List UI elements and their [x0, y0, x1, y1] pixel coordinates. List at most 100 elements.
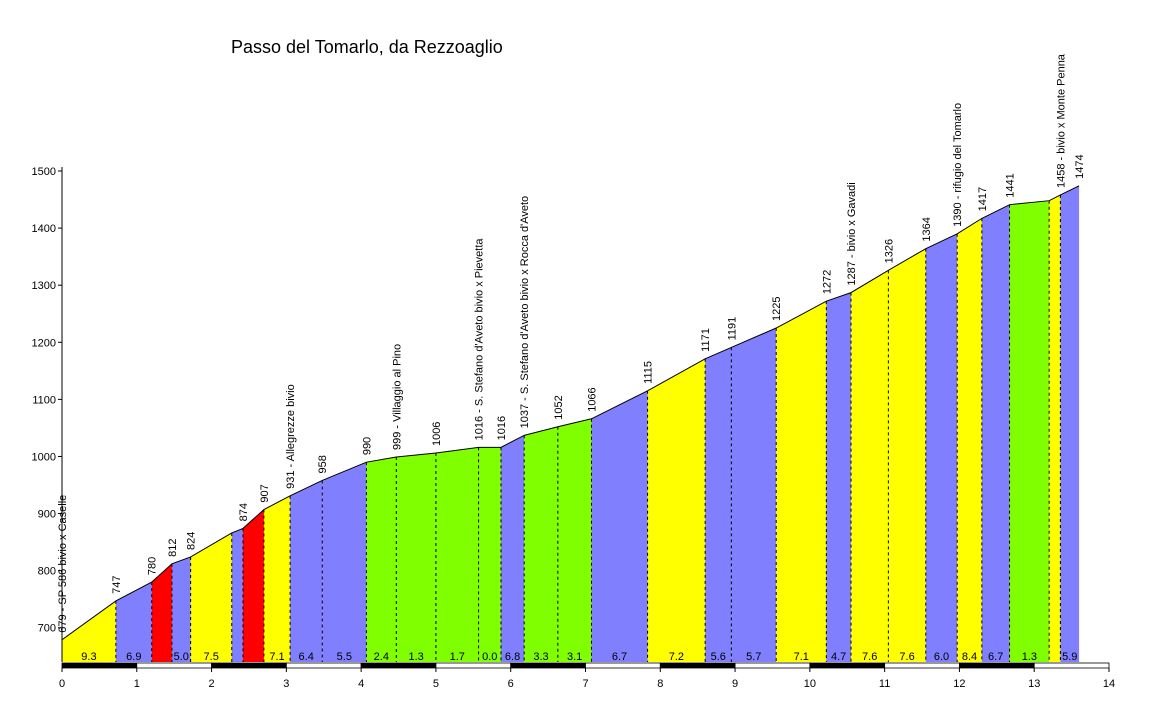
profile-segment	[826, 292, 851, 662]
y-tick-label: 900	[38, 509, 56, 521]
grade-label: 5.6	[711, 651, 726, 663]
x-tick-label: 12	[953, 678, 965, 690]
grade-label: 1.3	[408, 651, 423, 663]
profile-segment	[190, 532, 232, 662]
elevation-label: 1441	[1005, 173, 1017, 197]
profile-line	[61, 185, 1080, 641]
distance-bar-km	[809, 662, 886, 669]
grade-label: 7.1	[794, 651, 809, 663]
elevation-label: 931 - Allegrezze bivio	[285, 384, 297, 489]
distance-bar-km	[360, 662, 437, 669]
elevation-label: 1225	[771, 297, 783, 321]
grade-label: 6.4	[299, 651, 314, 663]
elevation-label: 1474	[1074, 154, 1086, 178]
grade-label: 3.3	[533, 651, 548, 663]
profile-segment	[231, 528, 243, 662]
x-tick-label: 4	[358, 678, 364, 690]
profile-segment	[396, 453, 436, 662]
grade-label: 6.7	[612, 651, 627, 663]
elevation-label: 1016 - S. Stefano d'Aveto bivio x Pievet…	[474, 238, 486, 441]
profile-segment	[151, 563, 172, 662]
y-tick-label: 1000	[32, 451, 56, 463]
distance-bar-km	[136, 662, 212, 669]
elevation-label: 1052	[553, 395, 565, 419]
distance-bar-km	[211, 662, 287, 669]
distance-bar-km	[510, 662, 586, 669]
y-tick-label: 700	[38, 623, 56, 635]
profile-segment	[366, 457, 397, 662]
distance-bar-km	[1033, 662, 1110, 669]
profile-segment	[850, 270, 889, 662]
elevation-label: 679 - SP 586 bivio x Caselle	[57, 495, 69, 633]
grade-label: 2.4	[374, 651, 389, 663]
elevation-label: 1287 - bivio x Gavadi	[846, 182, 858, 285]
distance-bar-km	[285, 662, 362, 669]
profile-segment	[647, 358, 706, 662]
y-tick-label: 1100	[32, 394, 56, 406]
y-tick-label: 800	[38, 566, 56, 578]
elevation-label: 1364	[921, 217, 933, 241]
elevation-label: 1115	[643, 361, 655, 384]
grade-label: 1.3	[1022, 651, 1037, 663]
elevation-label: 812	[167, 538, 179, 556]
profile-segment	[322, 462, 367, 662]
grade-label: 1.7	[450, 651, 465, 663]
x-tick-label: 13	[1028, 678, 1040, 690]
profile-segment	[731, 328, 777, 662]
x-tick-label: 1	[134, 678, 140, 690]
elevation-label: 999 - Villaggio al Pino	[391, 344, 403, 450]
x-tick-label: 8	[657, 678, 663, 690]
profile-segment	[776, 301, 827, 662]
distance-bar-km	[61, 662, 138, 669]
profile-segment	[242, 509, 264, 662]
grade-label: 5.9	[1062, 651, 1077, 663]
x-tick-label: 7	[582, 678, 588, 690]
profile-segment	[171, 556, 191, 662]
grade-label: 3.1	[567, 651, 582, 663]
elevation-label: 1272	[821, 270, 833, 294]
grade-label: 4.7	[831, 651, 846, 663]
x-tick-label: 11	[879, 678, 890, 690]
x-tick-label: 10	[804, 678, 816, 690]
profile-segment	[1060, 185, 1080, 663]
elevation-label: 907	[259, 484, 271, 502]
elevation-label: 958	[317, 455, 329, 473]
profile-segment	[115, 582, 152, 662]
grade-label: 6.0	[934, 651, 949, 663]
y-tick-label: 1500	[32, 166, 56, 178]
elevation-label: 1390 - rifugio del Tomarlo	[952, 103, 964, 227]
distance-bar-km	[734, 662, 811, 669]
profile-segment	[925, 233, 958, 663]
elevation-label: 1037 - S. Stefano d'Aveto bivio x Rocca …	[519, 196, 531, 429]
x-tick-label: 2	[209, 678, 215, 690]
x-tick-label: 14	[1103, 678, 1115, 690]
grade-label: 7.5	[204, 651, 219, 663]
elevation-label: 874	[238, 503, 250, 521]
grade-label: 7.6	[899, 651, 914, 663]
y-tick-label: 1300	[32, 280, 56, 292]
profile-segment	[557, 418, 592, 662]
grade-label: 7.2	[669, 651, 684, 663]
grade-label: 5.7	[746, 651, 761, 663]
profile-segment	[435, 447, 479, 662]
grade-label: 8.4	[962, 651, 977, 663]
x-tick-label: 5	[433, 678, 439, 690]
distance-bar-km	[585, 662, 661, 669]
elevation-label: 1171	[700, 328, 712, 352]
profile-segment	[62, 600, 116, 662]
profile-segment	[1009, 200, 1050, 663]
elevation-label: 1016	[496, 416, 508, 440]
x-tick-label: 9	[732, 678, 738, 690]
elevation-label: 1066	[586, 387, 598, 411]
grade-label: 6.9	[126, 651, 141, 663]
grade-label: 5.0	[174, 651, 189, 663]
profile-segment	[500, 435, 525, 662]
profile-segment	[478, 447, 501, 662]
profile-segment	[705, 347, 732, 662]
distance-bar-km	[959, 662, 1035, 669]
profile-segment	[981, 204, 1010, 663]
elevation-label: 1191	[726, 317, 738, 341]
elevation-label: 1006	[431, 422, 443, 446]
elevation-label: 747	[111, 576, 123, 594]
